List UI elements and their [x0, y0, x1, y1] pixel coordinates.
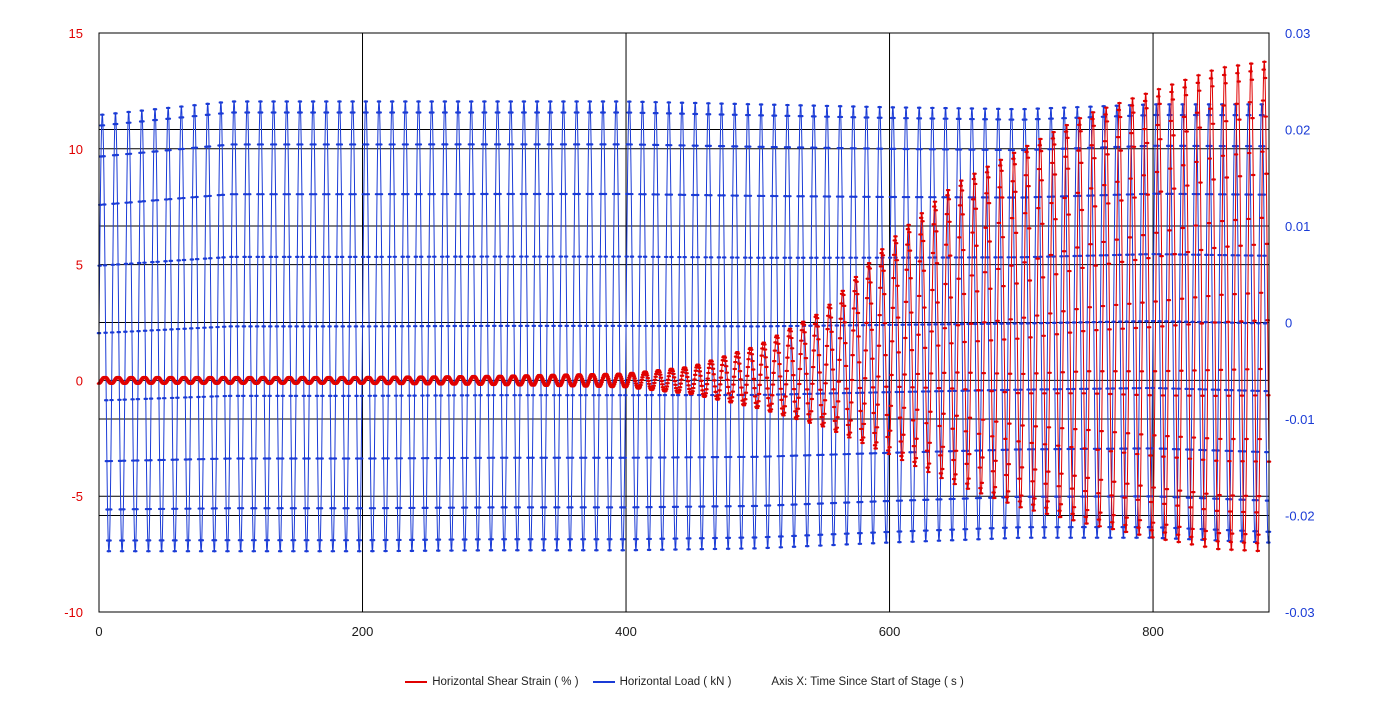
- x-axis-ticks: 0 200 400 600 800: [95, 624, 1164, 639]
- x-tick-label: 200: [352, 624, 374, 639]
- right-y-tick-label: -0.03: [1285, 605, 1315, 620]
- legend-label-strain: Horizontal Shear Strain ( % ): [432, 676, 579, 688]
- right-y-tick-label: 0.02: [1285, 123, 1310, 138]
- legend-item-load: Horizontal Load ( kN ): [592, 676, 732, 688]
- left-y-tick-label: 10: [69, 142, 83, 157]
- right-y-tick-label: 0.01: [1285, 219, 1310, 234]
- right-y-axis-ticks: -0.03 -0.02 -0.01 0 0.01 0.02 0.03: [1285, 26, 1315, 620]
- plot-frame: [98, 32, 1270, 613]
- left-y-tick-label: 5: [76, 258, 83, 273]
- x-axis-title-text: Axis X: Time Since Start of Stage ( s ): [771, 676, 964, 688]
- horizontal-shear-strain-series: [96, 59, 1272, 554]
- legend-swatch-strain: [405, 681, 428, 683]
- left-y-tick-label: -10: [64, 605, 83, 620]
- x-tick-label: 0: [95, 624, 102, 639]
- x-tick-label: 800: [1142, 624, 1164, 639]
- chart-legend: Horizontal Shear Strain ( % ) Horizontal…: [0, 676, 1383, 688]
- legend-swatch-load: [592, 681, 615, 683]
- x-tick-label: 400: [615, 624, 637, 639]
- right-y-tick-label: 0.03: [1285, 26, 1310, 41]
- x-axis-title: Axis X: Time Since Start of Stage ( s ): [771, 676, 963, 688]
- legend-item-strain: Horizontal Shear Strain ( % ): [405, 676, 579, 688]
- right-y-tick-label: 0: [1285, 316, 1292, 331]
- right-y-tick-label: -0.02: [1285, 509, 1315, 524]
- left-y-tick-label: 15: [69, 26, 83, 41]
- legend-label-load: Horizontal Load ( kN ): [619, 676, 732, 688]
- left-y-axis-ticks: -10 -5 0 5 10 15: [64, 26, 83, 620]
- left-y-tick-label: 0: [76, 373, 83, 388]
- x-tick-label: 600: [879, 624, 901, 639]
- right-y-tick-label: -0.01: [1285, 412, 1315, 427]
- left-y-tick-label: -5: [71, 489, 83, 504]
- plot-border: [98, 32, 1270, 613]
